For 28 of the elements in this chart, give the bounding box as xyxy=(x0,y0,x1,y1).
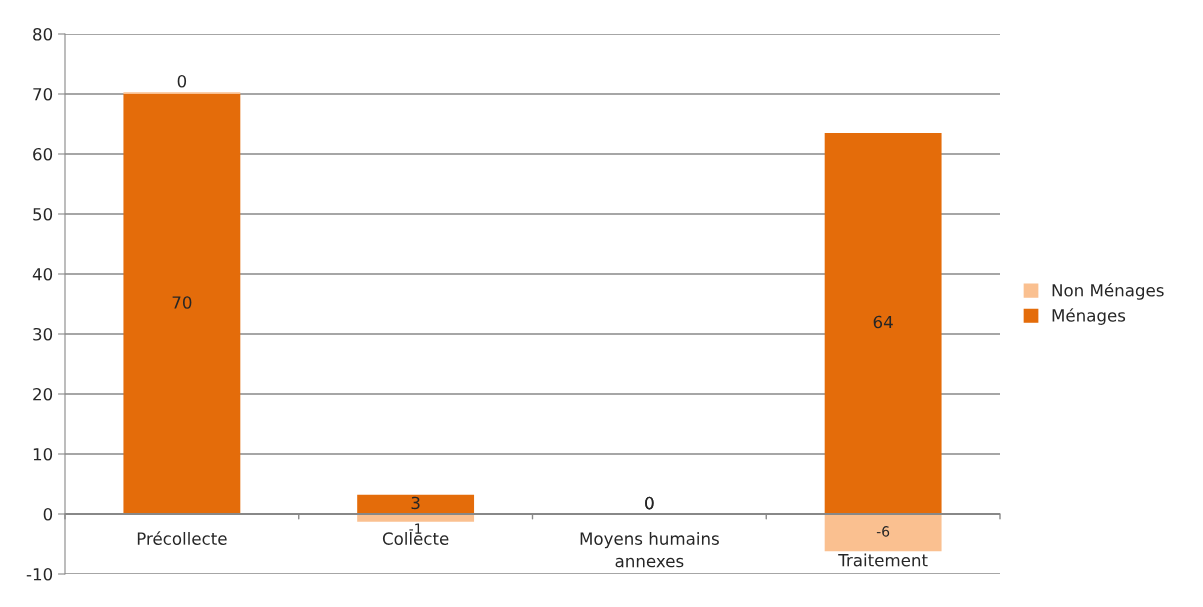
legend-label: Non Ménages xyxy=(1052,283,1164,300)
data-label: -6 xyxy=(876,526,890,537)
bar xyxy=(123,94,241,514)
bar xyxy=(357,514,475,522)
data-label: -1 xyxy=(409,523,422,534)
x-tick-label: Précollecte xyxy=(137,531,227,545)
y-tick-label: -10 xyxy=(26,567,53,581)
y-tick-label: 70 xyxy=(33,87,53,101)
legend-label: Ménages xyxy=(1052,308,1126,325)
data-label: 64 xyxy=(873,315,893,329)
y-tick-label: 40 xyxy=(32,267,53,281)
x-tick-label: Traitement xyxy=(838,553,928,567)
data-label: 0 xyxy=(645,496,654,510)
bar xyxy=(824,514,942,552)
y-tick-label: 0 xyxy=(43,507,53,521)
y-tick-label: 20 xyxy=(33,387,53,401)
y-tick-label: 80 xyxy=(33,27,53,41)
bar xyxy=(357,494,475,514)
y-tick-label: 30 xyxy=(33,327,53,341)
x-tick-label: Moyens humains annexes xyxy=(580,532,719,568)
y-tick-label: 60 xyxy=(33,147,53,161)
data-label: 70 xyxy=(172,296,192,309)
data-label: 0 xyxy=(177,74,187,88)
y-tick-label: 10 xyxy=(33,447,53,461)
bar xyxy=(824,133,942,514)
data-label: 3 xyxy=(411,496,420,510)
x-tick-label: Collecte xyxy=(382,532,449,545)
y-tick-label: 50 xyxy=(33,207,53,221)
